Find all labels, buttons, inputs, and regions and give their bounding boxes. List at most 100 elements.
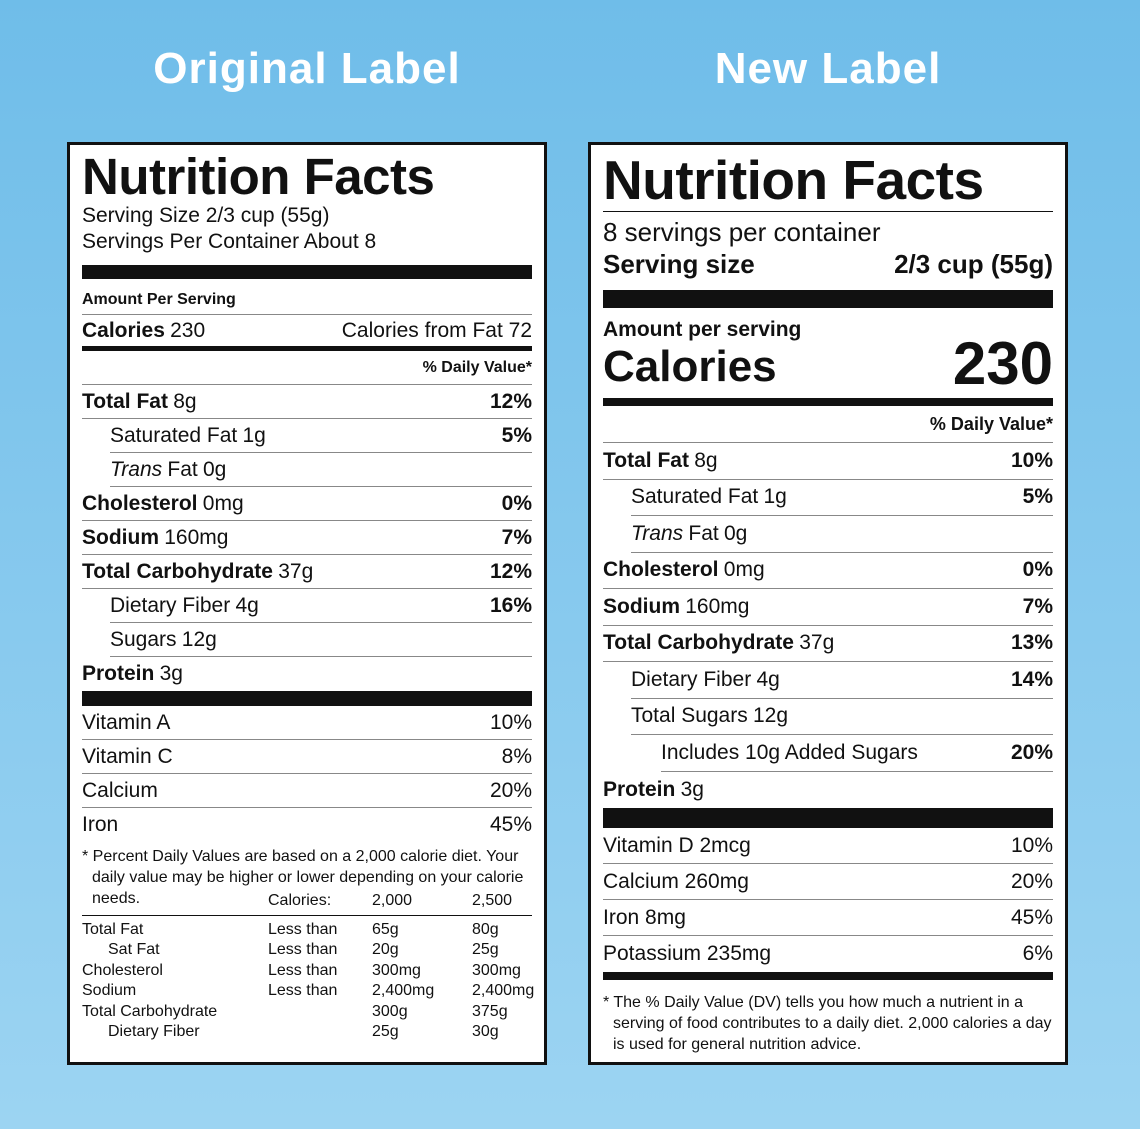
name: Total Fat [603,448,689,472]
serving-size: Serving Size 2/3 cup (55g) [82,204,330,227]
name: Vitamin C [82,744,173,768]
nutrient-row: Total Sugars 12g [631,699,1053,735]
amount: 160mg [685,594,750,618]
title: Nutrition Facts [82,148,435,205]
daily-value: 12% [489,559,532,583]
nutrient-row: Dietary Fiber 4g 16% [110,589,532,623]
amount: 0mg [202,491,244,515]
nutrient: Cholesterol 0mg [82,492,244,516]
daily-value: 20% [489,778,532,802]
name: Total Fat [82,389,168,413]
nutrient: Dietary Fiber 4g [110,594,259,618]
table-cell: 20g [372,941,399,958]
nutrient: Total Sugars 12g [631,704,788,728]
amount: 3g [159,662,183,685]
amount: 8g [173,389,197,413]
table-cell: 25g [372,1023,399,1040]
nutrient: Sodium 160mg [82,526,228,550]
table-cell: 2,400mg [472,982,535,999]
daily-value: 45% [1010,905,1053,929]
table-cell: 300mg [472,961,521,979]
nutrient-row: Sugars 12g [110,623,532,657]
name: Cholesterol [82,491,198,515]
nutrient-row: Total Fat 8g 12% [82,385,532,419]
nutrient-row: Saturated Fat 1g 5% [631,480,1053,516]
name: Fat [167,457,198,481]
label-body: Nutrition Facts Serving Size 2/3 cup (55… [82,145,534,1043]
nutrient: Total Fat 8g [603,449,718,473]
amount-per-serving: Amount per serving [603,318,802,341]
name: Vitamin A [82,710,171,734]
name: Sodium [82,525,159,549]
value: 230 [170,318,206,342]
name: Includes 10g Added Sugars [661,740,918,764]
amount: 12g [181,627,217,651]
amount: 8g [694,448,718,472]
daily-value: 16% [489,593,532,617]
table-cell: 2,400mg [372,982,435,999]
table-cell: Less than [268,961,338,979]
vitamin-row: Iron 8mg 45% [603,900,1053,936]
nutrient: Sodium 160mg [603,595,749,619]
name: Cholesterol [603,558,719,582]
nutrient-row: Sodium 160mg 7% [603,589,1053,626]
nutrient-row: Cholesterol 0mg 0% [82,487,532,521]
vitamin-row: Potassium 235mg 6% [603,936,1053,972]
daily-value: 13% [1010,631,1053,655]
rule [603,808,1053,828]
vitamin-row: Vitamin A 10% [82,706,532,740]
heading: New Label [714,44,942,93]
from-fat: Calories from Fat 72 [341,318,532,342]
vitamins: Vitamin D 2mcg 10% Calcium 260mg 20% Iron 8m… [603,828,1053,972]
daily-value: 45% [489,813,532,836]
table-cell: 375g [472,1002,508,1020]
name: Calcium 260mg [603,869,749,893]
nutrient: Cholesterol 0mg [603,558,765,582]
amount: 160mg [164,525,229,549]
table-cell: Cholesterol [82,961,163,979]
table-cell: Total Carbohydrate [82,1002,218,1020]
table-cell: Less than [268,982,338,999]
label: Calories [82,318,165,342]
servings: 8 servings per container [603,217,881,247]
serving-size: Serving size 2/3 cup (55g) [603,248,1053,280]
name: Sodium [603,594,680,618]
amount: 1g [763,485,787,509]
daily-value: 20% [1010,740,1053,764]
name: Dietary Fiber [631,667,752,691]
nutrient: Total Carbohydrate 37g [603,631,834,655]
name: Saturated Fat [110,423,238,447]
nutrients: Total Fat 8g 12% Saturated Fat 1g 5% Trans Fat 0… [82,385,532,691]
nutrient: Includes 10g Added Sugars [661,741,918,765]
calories-row: Calories 230 [603,334,1053,398]
nutrient: Trans Fat 0g [631,522,747,546]
table-cell: 30g [472,1023,499,1040]
name: Vitamin D 2mcg [603,833,751,857]
nutrient-row: Dietary Fiber 4g 14% [631,662,1053,699]
vitamin-row: Calcium 20% [82,774,532,808]
amount: 0g [202,457,227,481]
original-label: Nutrition Facts Serving Size 2/3 cup (55… [67,142,547,1065]
name: Iron 8mg [603,905,686,929]
title: Nutrition Facts [603,149,1053,212]
daily-value: 14% [1010,667,1053,691]
nutrient-row: Sodium 160mg 7% [82,521,532,555]
table-cell: 80g [472,920,499,938]
nutrient: Total Fat 8g [82,390,197,414]
table-cell: Less than [268,920,338,938]
name: Sugars [110,627,177,651]
daily-value: 8% [501,744,532,768]
vitamin-row: Iron 45% [82,808,532,842]
calories-value: 230 [952,330,1053,397]
name: Total Carbohydrate [82,559,273,583]
table-cell: 65g [372,920,399,938]
footnote: * Percent Daily Values are based on a 2,… [82,848,524,907]
daily-value: 10% [489,710,532,734]
table: Total Fat Less than 65g 80g Sat Fat Less than… [82,920,534,1043]
table-cell [268,1002,372,1023]
table-cell: Sodium [82,982,137,999]
vitamin-row: Vitamin C 8% [82,740,532,774]
name: Calcium [82,778,158,802]
vitamin-row: Vitamin D 2mcg 10% [603,828,1053,864]
